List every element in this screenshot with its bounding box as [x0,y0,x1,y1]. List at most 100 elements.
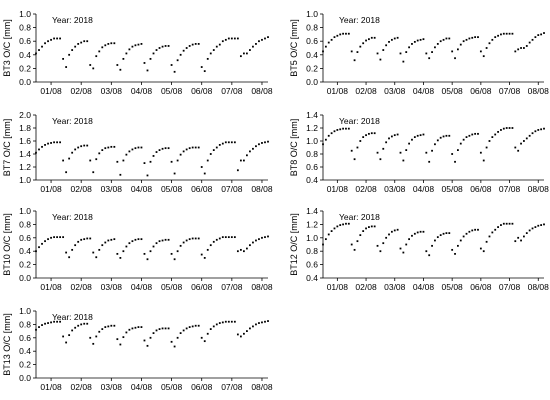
data-point [113,324,116,327]
data-point [221,236,224,239]
data-point [59,236,61,239]
data-point [146,69,149,72]
x-tick-label: 03/08 [384,86,406,96]
data-point [531,38,534,41]
y-tick-label: 1.0 [306,136,318,146]
data-point [35,250,37,253]
data-point [261,321,263,324]
y-tick-label: 1.0 [306,233,318,243]
data-point [74,326,77,329]
data-point [173,70,176,73]
data-point [500,33,502,36]
x-tick-label: 01/08 [40,282,62,292]
data-point [416,231,419,234]
data-point [246,52,248,55]
year-annotation: Year: 2018 [339,116,380,126]
data-point [436,236,439,239]
data-point [402,251,405,254]
x-tick-label: 04/08 [131,184,153,194]
data-point [107,325,110,328]
data-point [413,40,416,43]
data-point [261,142,263,144]
data-point [38,49,40,51]
x-tick-label: 08/08 [528,282,550,292]
data-point [182,49,185,52]
data-point [212,149,215,151]
data-point [212,49,215,51]
data-point [370,36,373,39]
data-point [71,248,74,251]
data-point [368,38,370,41]
data-point [116,64,119,66]
data-point [537,34,540,36]
data-point [514,50,517,53]
data-point [38,326,40,328]
data-point [365,134,367,137]
data-point [488,235,491,238]
data-point [368,132,370,135]
data-point [485,47,488,49]
data-point [330,230,333,232]
data-point [125,52,128,55]
data-point [239,335,242,338]
y-tick-label: 1.0 [19,175,31,185]
data-point [80,323,83,326]
data-point [140,326,143,328]
data-point [416,39,419,42]
x-tick-label: 06/08 [470,282,492,292]
data-point [56,141,58,144]
data-point [336,225,339,228]
data-point [347,222,350,225]
data-point [83,40,86,43]
data-point [442,38,445,41]
data-point [388,137,390,140]
x-tick-label: 08/08 [251,184,273,194]
data-point [376,52,379,55]
data-point [511,222,514,225]
data-point [125,153,128,156]
data-point [502,222,505,225]
data-point [86,237,89,240]
data-point [239,159,242,162]
data-point [511,32,514,35]
data-point [324,45,327,48]
year-annotation: Year: 2018 [52,312,93,322]
data-point [167,147,170,150]
y-tick-label: 0.6 [19,36,31,46]
data-point [523,47,525,49]
data-point [188,238,191,241]
data-point [200,253,203,256]
y-tick-label: 0.8 [19,219,31,229]
data-point [482,55,485,58]
data-point [505,127,508,129]
data-point [347,32,350,35]
data-point [122,57,125,60]
data-point [365,39,367,42]
data-point [170,64,173,66]
x-tick-label: 07/08 [499,184,521,194]
y-tick-label: 0.4 [306,273,318,283]
data-point [125,331,128,334]
data-point [113,145,116,148]
data-point [113,42,116,45]
data-point [89,237,92,240]
data-point [95,256,98,259]
data-point [239,248,242,251]
data-point [471,133,474,136]
data-point [101,149,104,151]
data-point [95,158,98,161]
y-tick-label: 0.0 [19,273,31,283]
data-point [267,320,269,322]
data-point [194,237,197,240]
data-point [408,142,410,145]
data-point [502,32,505,35]
data-point [179,332,182,335]
data-point [246,247,248,250]
data-point [170,340,173,343]
data-point [531,132,534,135]
data-point [479,247,482,250]
data-point [500,224,502,226]
data-point [128,328,131,331]
data-point [457,149,459,151]
data-point [431,51,433,53]
